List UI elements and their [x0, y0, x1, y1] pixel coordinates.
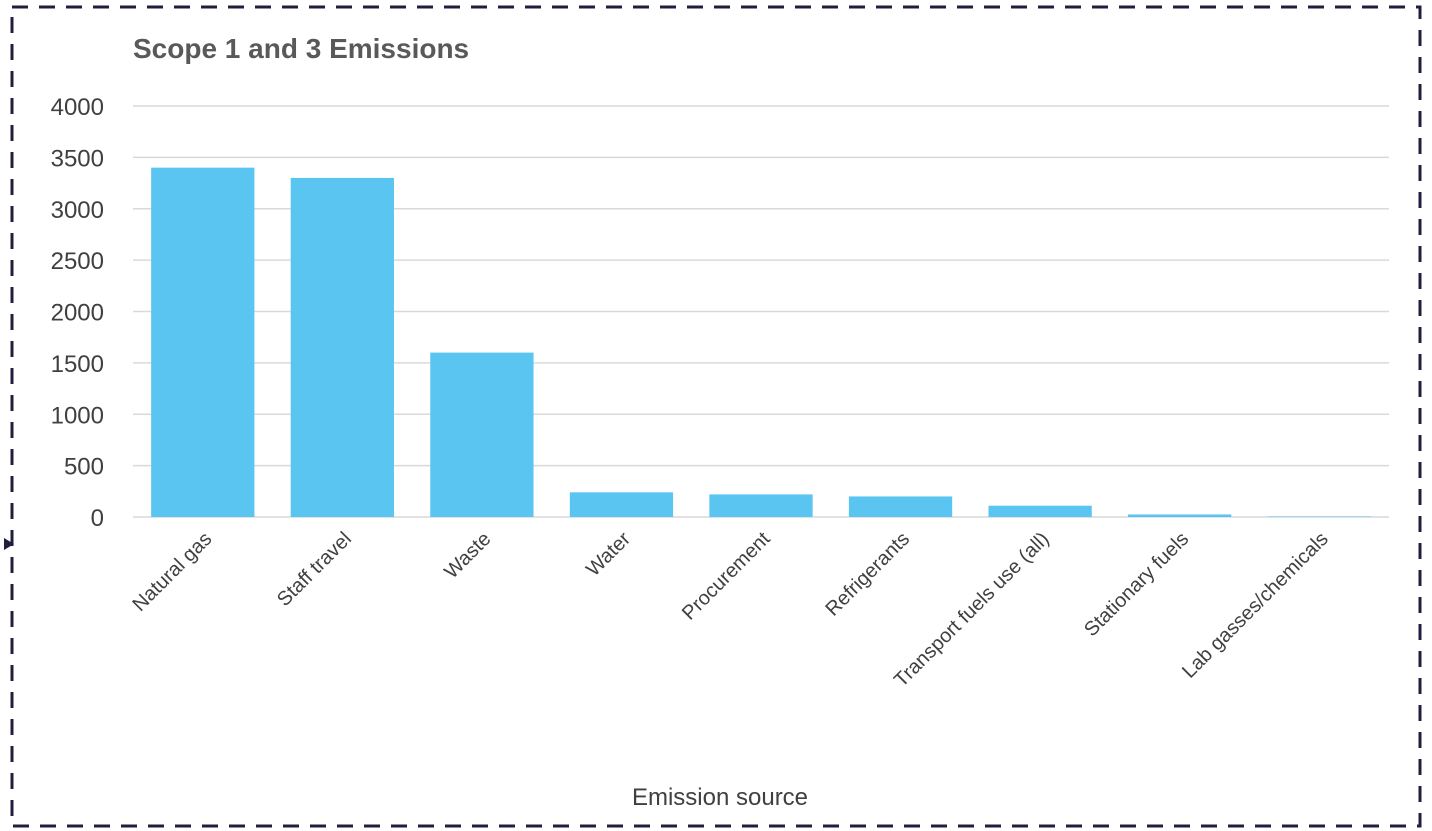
bar [709, 494, 813, 517]
bar [430, 352, 534, 517]
x-category-label: Waste [440, 528, 495, 583]
frame-border [10, 5, 1422, 828]
x-category-label: Procurement [678, 528, 775, 625]
dashed-frame [4, 5, 1422, 828]
bars [151, 167, 1371, 518]
x-category-label: Natural gas [128, 528, 216, 616]
bar [848, 496, 953, 517]
bar [988, 505, 1092, 517]
y-tick-label: 2500 [51, 248, 104, 275]
x-axis-categories: Natural gas Staff travel Waste Water Procure… [128, 528, 1332, 692]
bar [290, 177, 394, 518]
y-tick-label: 1000 [51, 402, 104, 429]
y-tick-label: 3000 [51, 197, 104, 224]
x-category-label: Transport fuels use (all) [890, 528, 1054, 692]
y-tick-label: 2000 [51, 300, 104, 327]
y-tick-label: 3500 [51, 145, 104, 172]
x-category-label: Refrigerants [822, 528, 915, 621]
bar [151, 167, 255, 517]
bar [1267, 516, 1371, 517]
x-category-label: Lab gasses/chemicals [1178, 528, 1333, 683]
y-axis-ticks: 0 500 1000 1500 2000 2500 3000 3500 4000 [51, 94, 104, 532]
y-tick-label: 1500 [51, 351, 104, 378]
bar [569, 492, 674, 517]
y-tick-label: 0 [91, 505, 104, 532]
y-tick-label: 500 [64, 454, 104, 481]
y-tick-label: 4000 [51, 94, 104, 121]
arrow-marker [4, 538, 14, 550]
chart-title: Scope 1 and 3 Emissions [133, 33, 469, 64]
x-category-label: Staff travel [273, 528, 356, 611]
bar [1128, 514, 1232, 517]
x-category-label: Water [582, 528, 635, 581]
x-category-label: Stationary fuels [1080, 528, 1193, 641]
x-axis-title: Emission source [632, 784, 808, 811]
